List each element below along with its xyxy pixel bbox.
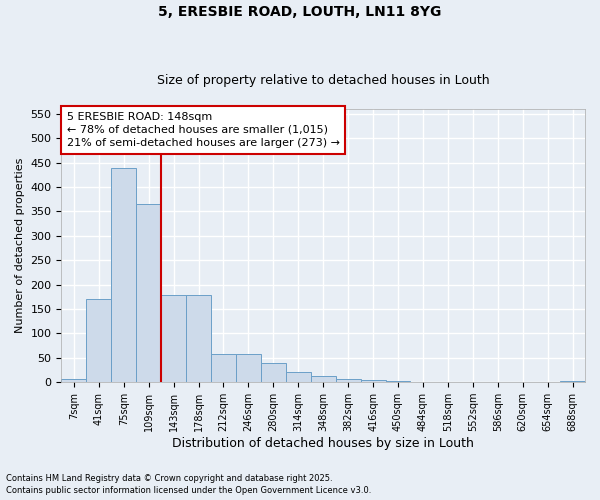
Bar <box>61 379 86 382</box>
Bar <box>211 354 236 382</box>
Text: 5, ERESBIE ROAD, LOUTH, LN11 8YG: 5, ERESBIE ROAD, LOUTH, LN11 8YG <box>158 5 442 19</box>
Bar <box>161 296 186 382</box>
Bar <box>286 372 311 382</box>
Bar <box>86 300 111 382</box>
Bar <box>111 168 136 382</box>
Bar <box>386 381 410 382</box>
Text: 5 ERESBIE ROAD: 148sqm
← 78% of detached houses are smaller (1,015)
21% of semi-: 5 ERESBIE ROAD: 148sqm ← 78% of detached… <box>67 112 340 148</box>
Bar <box>236 354 261 382</box>
Bar <box>261 362 286 382</box>
Text: Contains HM Land Registry data © Crown copyright and database right 2025.
Contai: Contains HM Land Registry data © Crown c… <box>6 474 371 495</box>
Bar <box>335 380 361 382</box>
Bar <box>136 204 161 382</box>
Y-axis label: Number of detached properties: Number of detached properties <box>15 158 25 334</box>
Bar <box>560 381 585 382</box>
X-axis label: Distribution of detached houses by size in Louth: Distribution of detached houses by size … <box>172 437 474 450</box>
Bar <box>186 296 211 382</box>
Title: Size of property relative to detached houses in Louth: Size of property relative to detached ho… <box>157 74 490 87</box>
Bar <box>311 376 335 382</box>
Bar <box>361 380 386 382</box>
